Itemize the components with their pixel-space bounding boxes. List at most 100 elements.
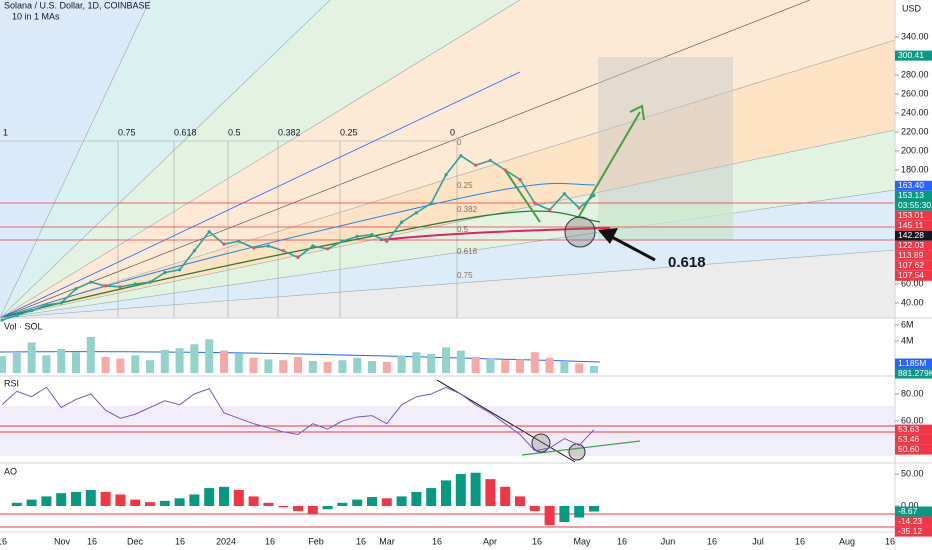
pane-title: Vol · SOL: [4, 321, 43, 331]
volume-bar: [116, 358, 125, 373]
ao-bar: [189, 494, 200, 506]
retracement-label: 0.75: [457, 271, 473, 280]
close-point: [89, 280, 93, 284]
price-label-bg: [895, 190, 932, 211]
pane-title: AO: [4, 466, 17, 476]
close-point: [474, 163, 478, 167]
close-point: [281, 249, 285, 253]
annotation: 0.618: [668, 254, 706, 271]
x-tick-label: 16: [265, 536, 275, 546]
x-tick-label: Nov: [54, 536, 71, 546]
price-label: 53.63: [898, 424, 920, 434]
retracement-label: 0.382: [457, 205, 478, 214]
price-label-bg: [895, 444, 932, 455]
close-point: [118, 285, 122, 289]
ao-bar: [85, 490, 96, 506]
close-point: [355, 234, 359, 239]
price-label-bg: [895, 220, 932, 231]
price-label: 50.60: [898, 444, 920, 454]
volume-bar: [397, 355, 406, 373]
volume-bar: [456, 350, 465, 373]
close-point: [59, 301, 63, 305]
close-point: [252, 246, 256, 250]
ao-bar: [411, 491, 422, 506]
x-tick-label: 16: [0, 536, 7, 546]
ao-bar: [145, 502, 155, 506]
ao-bar: [352, 499, 363, 506]
volume-bar: [442, 347, 450, 373]
close-point: [488, 158, 492, 163]
close-point: [163, 271, 167, 275]
volume-bar: [308, 361, 317, 373]
close-point: [148, 280, 152, 284]
pane-title: RSI: [4, 378, 19, 388]
price-label: 107.62: [898, 260, 924, 270]
x-tick-label: May: [573, 536, 591, 546]
volume-bar: [471, 357, 480, 373]
volume-bar: [412, 352, 421, 373]
chart-title: Solana / U.S. Dollar, 1D, COINBASE: [4, 0, 151, 10]
price-label-bg: [895, 516, 932, 527]
price-label: 122.03: [898, 240, 924, 250]
fib-fan: [0, 0, 896, 319]
ao-bar: [278, 506, 289, 508]
price-label-bg: [895, 50, 932, 61]
volume-bar: [234, 353, 243, 373]
volume-bar: [146, 360, 154, 373]
ao-bar: [248, 496, 259, 506]
volume-bar: [353, 357, 362, 373]
ao-bar: [470, 472, 481, 506]
ao-bar: [41, 496, 52, 506]
close-point: [429, 201, 433, 205]
x-tick-label: Mar: [379, 536, 395, 546]
retracement-label: 0: [457, 138, 462, 147]
indicator-name: 10 in 1 MAs: [12, 11, 60, 21]
price-label: -8.67: [898, 506, 918, 516]
price-label-bg: [895, 506, 932, 517]
ao-bar: [307, 506, 318, 514]
close-point: [326, 247, 330, 251]
close-point: [562, 192, 567, 196]
volume-bar: [205, 339, 214, 373]
ao-bar: [589, 506, 599, 512]
price-label-bg: [895, 270, 932, 281]
volume-bar: [249, 357, 258, 373]
close-point: [340, 239, 344, 243]
close-point: [178, 268, 182, 272]
ao-bar: [441, 480, 451, 506]
close-point: [104, 284, 108, 288]
ao-bar: [100, 491, 111, 506]
ao-bar: [485, 479, 496, 506]
volume-bar: [545, 357, 554, 373]
volume-bar: [294, 357, 302, 373]
price-label-bg: [895, 260, 932, 271]
ao-bar: [574, 506, 585, 518]
y-tick-label: 40.00: [901, 297, 924, 307]
fan-label: 0: [450, 127, 455, 137]
close-point: [192, 249, 196, 253]
fan-label: 1: [3, 127, 8, 137]
close-point: [385, 239, 389, 243]
volume-bar: [368, 361, 376, 373]
y-tick-label: 180.00: [901, 164, 929, 174]
ao-bar: [26, 499, 37, 506]
x-tick-label: Feb: [308, 536, 324, 546]
close-point: [459, 154, 463, 158]
volume-bar: [175, 348, 184, 373]
volume-bar: [160, 349, 169, 373]
x-tick-label: 16: [885, 536, 895, 546]
price-label: 163.40: [898, 180, 924, 190]
ao-bar: [219, 486, 229, 506]
fan-label: 0.75: [118, 127, 136, 137]
retracement-label: 0.5: [457, 225, 469, 234]
close-point: [207, 230, 211, 234]
volume-bar: [575, 363, 584, 373]
volume-bar: [427, 353, 436, 373]
close-point: [414, 211, 418, 215]
close-point: [311, 244, 315, 248]
volume-bar: [338, 360, 347, 373]
volume-bar: [220, 350, 228, 373]
x-tick-label: 16: [532, 536, 542, 546]
close-point: [577, 206, 581, 210]
volume-bar: [190, 344, 199, 373]
